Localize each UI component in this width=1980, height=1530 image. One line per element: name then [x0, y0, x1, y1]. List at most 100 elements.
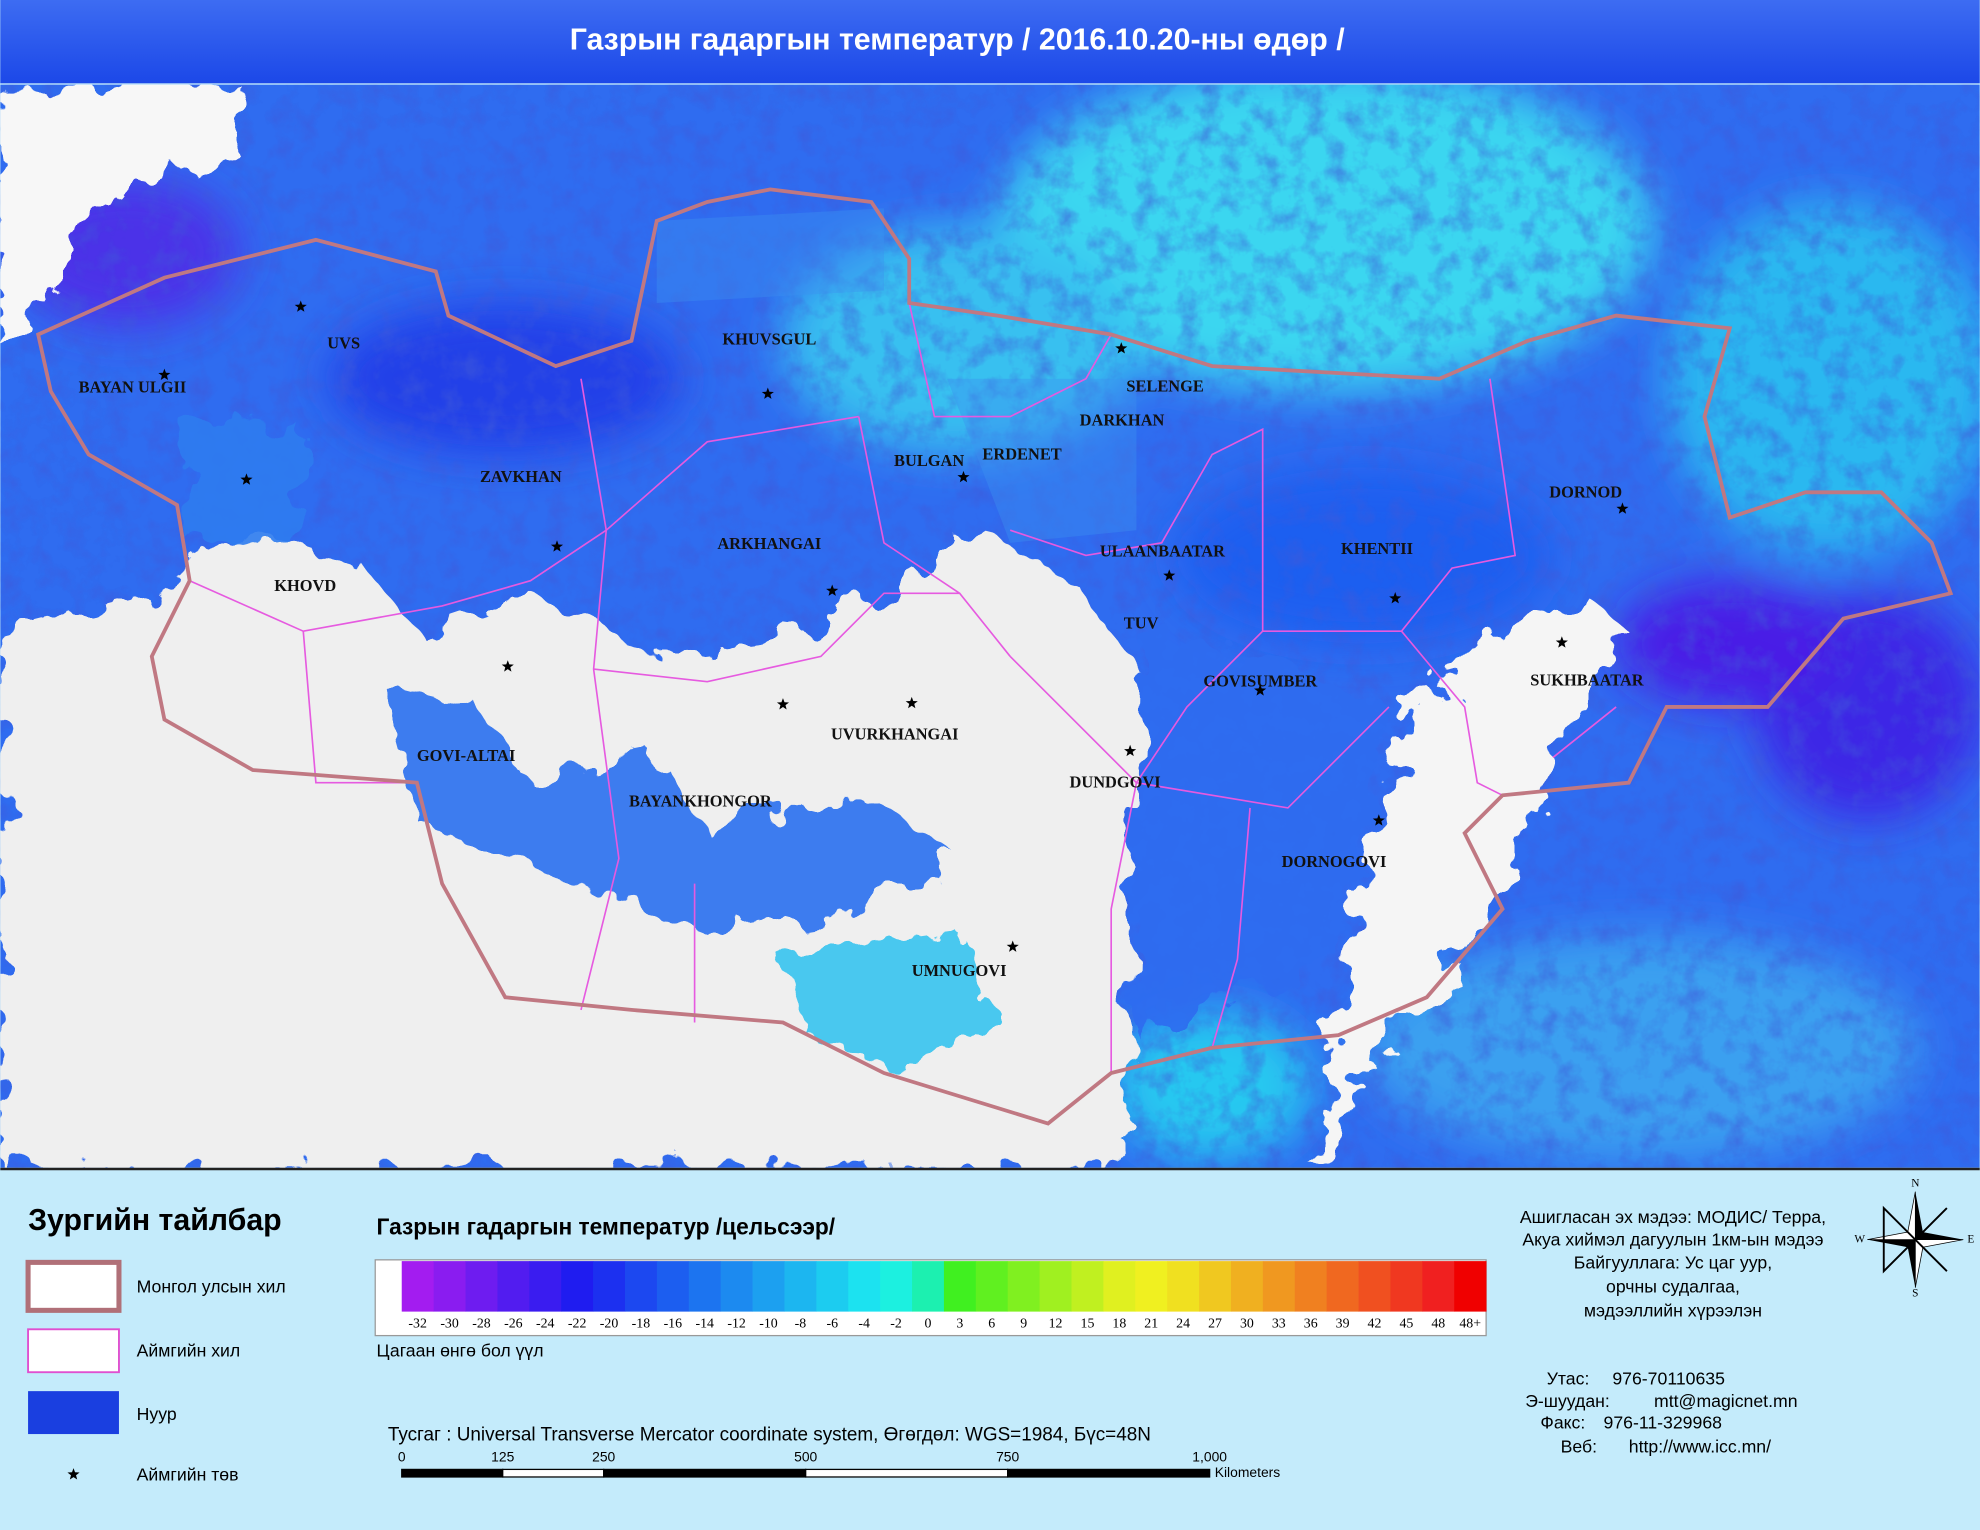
- aimag-label: DORNOD: [1549, 482, 1622, 501]
- color-label: -22: [568, 1316, 587, 1331]
- color-label: -10: [759, 1316, 778, 1331]
- scale-label: 250: [592, 1449, 615, 1465]
- legend-symbol-aimag: [27, 1328, 120, 1374]
- color-cell: [624, 1261, 658, 1312]
- color-cell: [1358, 1261, 1391, 1312]
- scale-label: 1,000: [1192, 1449, 1227, 1465]
- color-cell: [1135, 1261, 1168, 1312]
- color-label: -12: [727, 1316, 746, 1331]
- national-border: [35, 187, 1954, 1126]
- scale-segment: [603, 1468, 807, 1478]
- contact-label: Утас:: [1547, 1368, 1590, 1388]
- aimag-center: [776, 698, 790, 710]
- contact-label: Веб:: [1561, 1437, 1597, 1457]
- color-label: 9: [1020, 1316, 1027, 1331]
- legend: Зургийн тайлбар Монгол улсын хил Аймгийн…: [25, 1204, 286, 1484]
- color-cell: [1007, 1261, 1040, 1312]
- aimag-label: SELENGE: [1126, 376, 1204, 395]
- colorbar-title: Газрын гадаргын температур /цельсээр/: [376, 1213, 835, 1239]
- aimag-label: ERDENET: [982, 444, 1061, 463]
- scale-label: 125: [491, 1449, 514, 1465]
- color-cell: [848, 1261, 881, 1312]
- contact-label: Факс:: [1540, 1413, 1585, 1433]
- contact-value: 976-11-329968: [1604, 1413, 1723, 1433]
- color-label: 18: [1112, 1316, 1126, 1331]
- legend-item: Аймгийн төв: [137, 1464, 239, 1484]
- contact-value: mtt@magicnet.mn: [1654, 1391, 1798, 1411]
- source-line: орчны судалгаа,: [1606, 1276, 1740, 1296]
- color-cell: [688, 1261, 722, 1312]
- contact-value: 976-70110635: [1612, 1368, 1725, 1388]
- scale-segment: [401, 1468, 504, 1478]
- color-cell: [1390, 1261, 1423, 1312]
- aimag-center: [1389, 592, 1402, 604]
- color-label: 15: [1081, 1316, 1095, 1331]
- aimag-label: UVURKHANGAI: [831, 725, 959, 744]
- aimag-label: SUKHBAATAR: [1530, 670, 1643, 689]
- aimag-label: UVS: [327, 333, 360, 352]
- color-label: 42: [1368, 1316, 1382, 1331]
- cloud-cell: [376, 1261, 402, 1312]
- aimag-center: [294, 300, 307, 312]
- compass: N S E W: [1854, 1178, 1974, 1300]
- aimag-label: TUV: [1124, 614, 1159, 633]
- aimag-center: [1616, 502, 1629, 514]
- legend-item: Нуур: [137, 1404, 177, 1424]
- color-cell: [1103, 1261, 1136, 1312]
- contact-label: Э-шуудан:: [1525, 1391, 1610, 1411]
- color-cell: [1167, 1261, 1200, 1312]
- color-label: -2: [890, 1316, 902, 1331]
- aimag-label: KHUVSGUL: [722, 330, 816, 349]
- aimag-label: BAYAN ULGII: [79, 378, 187, 397]
- aimag-center: [1372, 814, 1385, 826]
- cloud-gaps: [177, 416, 1389, 1074]
- aimag-label: KHOVD: [274, 576, 336, 595]
- legend-symbol-lake: [28, 1391, 119, 1435]
- color-label: 36: [1304, 1316, 1318, 1331]
- aimag-center: [1115, 342, 1128, 354]
- color-label: -28: [472, 1316, 491, 1331]
- color-cell: [497, 1261, 530, 1312]
- color-cell: [465, 1261, 498, 1312]
- color-cell: [593, 1261, 626, 1312]
- scale-segment: [502, 1468, 605, 1478]
- color-label: -24: [536, 1316, 555, 1331]
- color-label: -20: [600, 1316, 619, 1331]
- contact-value: http://www.icc.mn/: [1629, 1437, 1771, 1457]
- color-cell: [1230, 1261, 1264, 1312]
- color-label: 27: [1208, 1316, 1222, 1331]
- color-label: 45: [1399, 1316, 1413, 1331]
- color-label: -16: [664, 1316, 683, 1331]
- color-label: 0: [925, 1316, 932, 1331]
- aimag-center: [826, 584, 839, 596]
- aimag-label: GOVISUMBER: [1203, 672, 1317, 691]
- aimag-center: [1124, 744, 1137, 757]
- color-cell: [561, 1261, 594, 1312]
- color-label: -30: [440, 1316, 459, 1331]
- scale-label: 500: [794, 1449, 817, 1465]
- color-cell: [433, 1261, 466, 1312]
- color-label: 33: [1272, 1316, 1286, 1331]
- color-cell: [880, 1261, 913, 1312]
- color-cell: [912, 1261, 945, 1312]
- color-cell: [1454, 1261, 1487, 1312]
- source-line: Акуа хиймэл дагуулын 1км-ын мэдээ: [1522, 1230, 1823, 1250]
- aimag-center: [905, 696, 918, 709]
- color-label: 12: [1049, 1316, 1063, 1331]
- aimag-center: [1555, 636, 1568, 648]
- compass-n: N: [1911, 1178, 1919, 1190]
- scale-label: 750: [996, 1449, 1019, 1465]
- color-label: -14: [695, 1316, 714, 1331]
- color-label: 3: [956, 1316, 963, 1331]
- source-line: Ашигласан эх мэдээ: МОДИС/ Терра,: [1520, 1207, 1826, 1227]
- compass-e: E: [1967, 1233, 1974, 1245]
- legend-title: Зургийн тайлбар: [28, 1204, 282, 1237]
- tint: [656, 208, 1137, 543]
- color-cell: [1039, 1261, 1072, 1312]
- aimag-label: ULAANBAATAR: [1100, 542, 1225, 561]
- compass-w: W: [1854, 1233, 1865, 1245]
- color-cell: [1199, 1261, 1232, 1312]
- color-cell: [1422, 1261, 1455, 1312]
